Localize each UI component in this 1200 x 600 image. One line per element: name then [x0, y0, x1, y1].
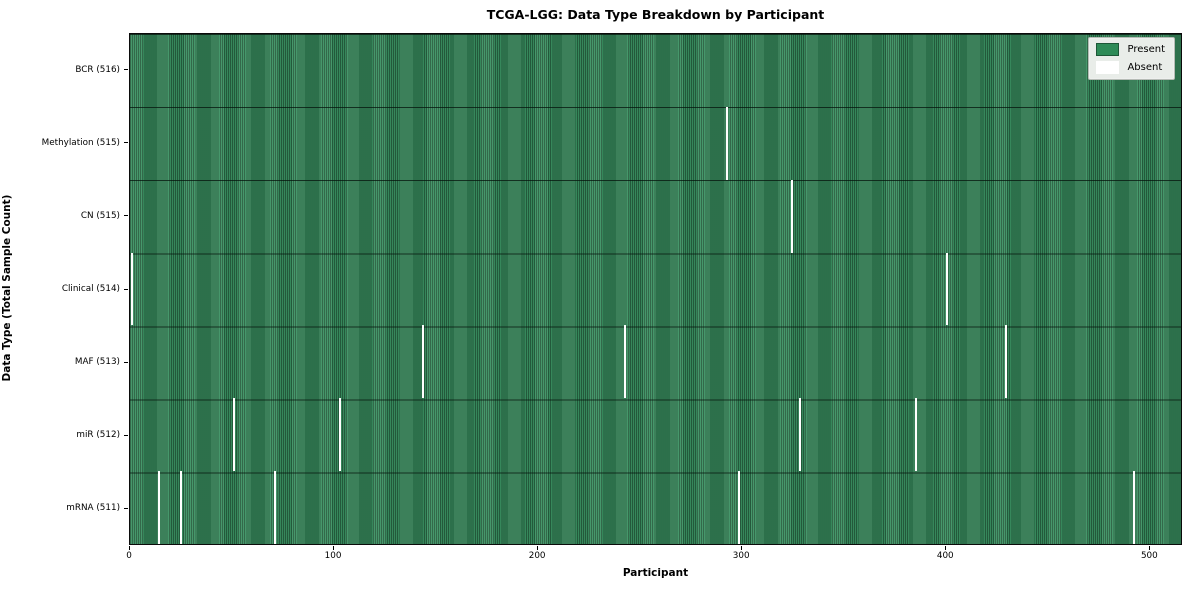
x-axis-label: Participant — [622, 567, 689, 579]
present-swatch — [1096, 43, 1120, 56]
x-tick-mark — [128, 545, 130, 550]
absent-marker — [273, 471, 276, 544]
y-tick-label: CN (515) — [80, 210, 120, 221]
x-axis-ticks: 0 100 200 300 400 500 — [126, 545, 1182, 565]
absent-marker — [422, 325, 425, 399]
absent-marker — [131, 252, 134, 326]
x-tick-mark — [536, 545, 538, 550]
y-tick-label: Methylation (515) — [41, 137, 120, 148]
absent-marker — [738, 471, 740, 544]
x-tick-mark — [1148, 545, 1150, 550]
absent-marker — [915, 398, 918, 472]
y-tick-mark — [123, 507, 128, 509]
chart-title: TCGA-LGG: Data Type Breakdown by Partici… — [486, 7, 825, 22]
y-tick-label: BCR (516) — [75, 64, 120, 75]
y-tick-label: Clinical (514) — [61, 284, 120, 294]
legend: Present Absent — [1088, 37, 1175, 80]
y-tick-label: miR (512) — [76, 430, 120, 441]
legend-entry-absent: Absent — [1096, 61, 1165, 74]
absent-swatch — [1096, 61, 1120, 74]
plot-area: Present Absent — [129, 33, 1182, 545]
x-tick-mark — [740, 545, 742, 550]
absent-marker — [1133, 471, 1136, 544]
y-tick-mark — [123, 69, 128, 71]
y-tick-label: MAF (513) — [74, 357, 120, 368]
y-axis-ticks: BCR (516) Methylation (515) CN (515) Clinic… — [0, 33, 129, 545]
legend-label-absent: Absent — [1127, 62, 1163, 73]
absent-marker — [790, 179, 793, 253]
x-tick-label: 300 — [732, 551, 750, 561]
y-tick-mark — [123, 142, 128, 144]
x-tick-label: 400 — [936, 551, 954, 561]
absent-marker — [725, 106, 728, 180]
y-tick-mark — [123, 215, 128, 217]
absent-marker — [157, 471, 160, 544]
absent-marker — [945, 252, 948, 326]
x-tick-label: 100 — [324, 551, 342, 561]
x-tick-mark — [332, 545, 334, 550]
y-tick-mark — [123, 434, 128, 436]
legend-entry-present: Present — [1096, 43, 1165, 56]
y-tick-mark — [123, 288, 128, 290]
absent-marker — [338, 398, 341, 472]
x-tick-mark — [944, 545, 946, 550]
absent-marker — [623, 325, 626, 399]
y-tick-label: mRNA (511) — [66, 503, 120, 514]
y-tick-mark — [123, 361, 128, 363]
x-tick-label: 500 — [1140, 551, 1158, 561]
x-tick-label: 0 — [126, 551, 132, 561]
legend-label-present: Present — [1127, 44, 1165, 55]
x-tick-label: 200 — [528, 551, 546, 561]
absent-marker — [179, 471, 182, 544]
absent-marker — [232, 398, 235, 472]
absent-marker — [1004, 325, 1007, 399]
absent-marker — [799, 398, 802, 472]
